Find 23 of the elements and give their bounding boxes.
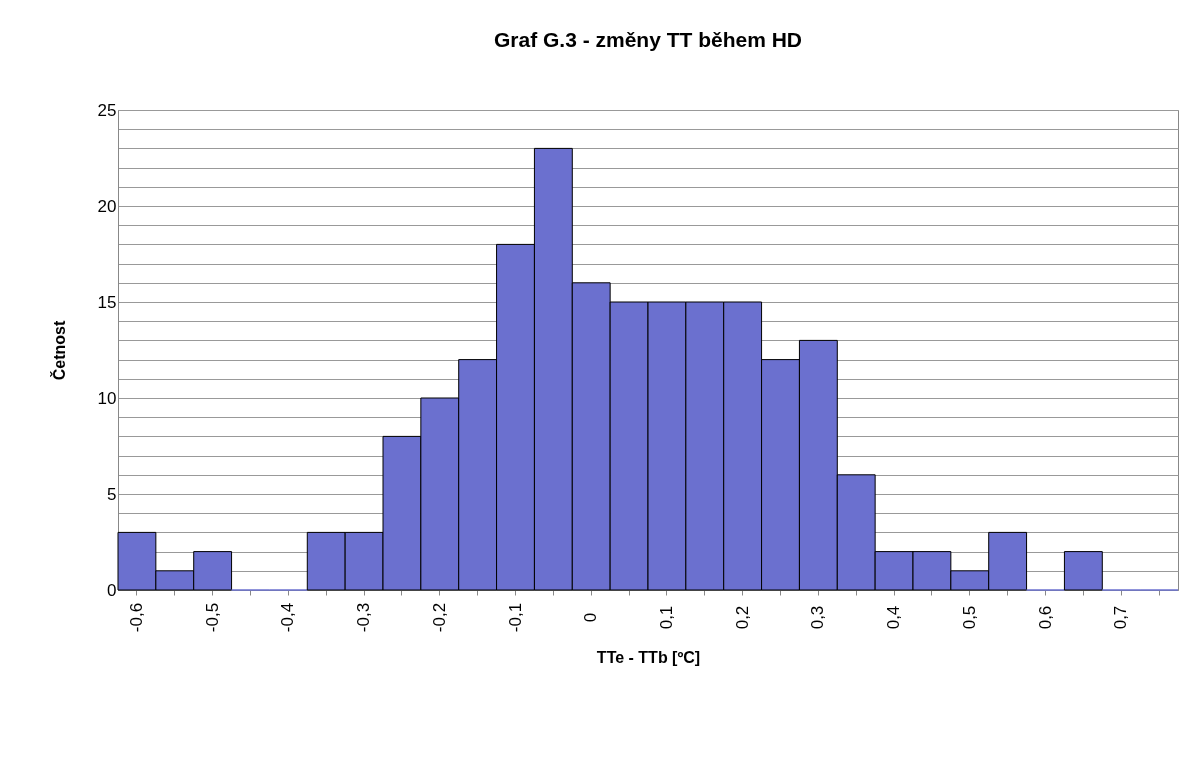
y-axis-title: Četnost [49,320,68,381]
chart-title: Graf G.3 - změny TT během HD [493,28,803,51]
y-tick-label: 10 [97,388,117,408]
x-tick-label: -0,5 [202,602,222,633]
y-tick-label: 15 [97,292,117,312]
x-tick-label: -0,3 [354,602,374,633]
x-tick-label: 0,4 [884,605,904,630]
x-tick-label: 0,2 [732,605,752,630]
x-tick-label: 0,3 [808,605,828,630]
x-tick-label: -0,2 [429,602,449,633]
x-tick-label: -0,6 [126,602,146,633]
x-tick-label: 0,1 [656,605,676,630]
y-tick-label: 5 [107,484,117,504]
y-tick-label: 25 [97,100,117,120]
x-tick-label: 0 [581,612,601,623]
y-tick-label: 0 [107,580,117,600]
x-tick-label: 0,5 [959,605,979,630]
y-tick-label: 20 [97,196,117,216]
x-tick-label: -0,1 [505,602,525,633]
x-axis-title: TTe - TTb [ºC] [596,649,701,667]
x-tick-label: 0,7 [1111,605,1131,630]
x-tick-label: 0,6 [1035,605,1055,630]
x-tick-label: -0,4 [278,602,298,633]
